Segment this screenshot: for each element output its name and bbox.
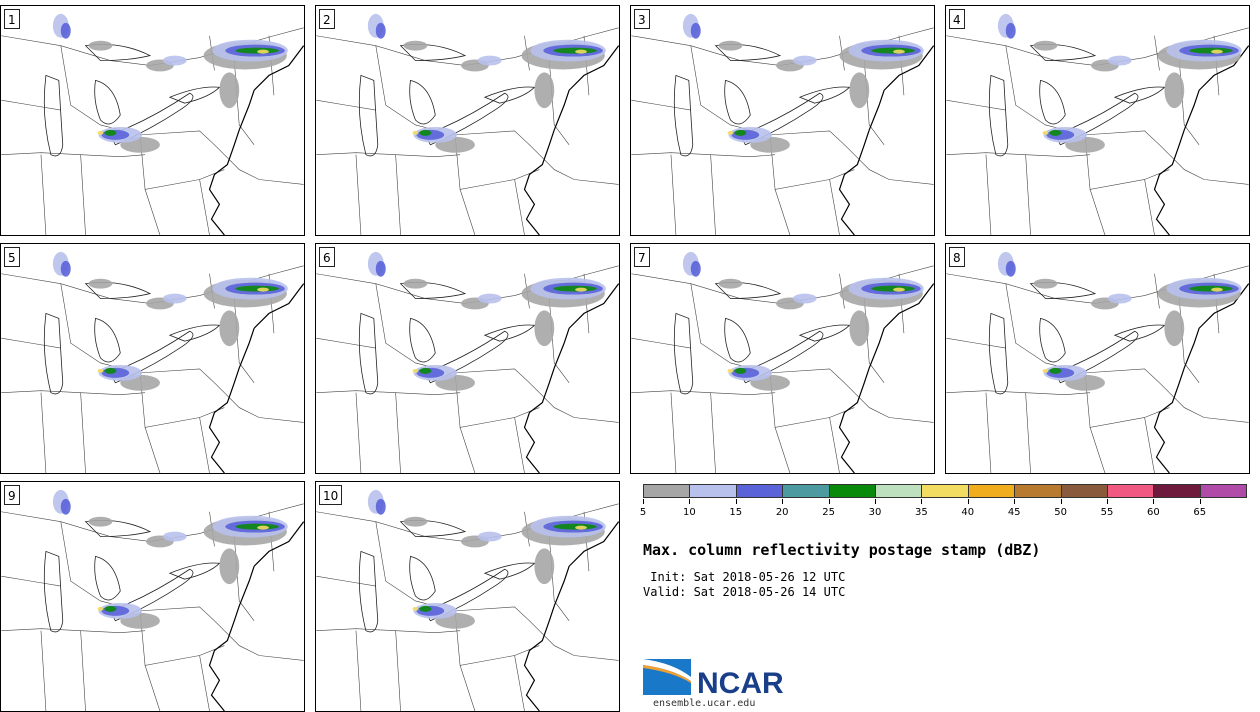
colorbar-tick [1014, 499, 1016, 504]
member-panel-6[interactable]: 6 [315, 243, 620, 474]
colorbar-swatch [643, 484, 691, 498]
colorbar-tick [1199, 499, 1201, 504]
colorbar-tick [1153, 499, 1155, 504]
colorbar-tick [875, 499, 876, 504]
colorbar-tick-label: 65 [1193, 507, 1207, 518]
member-panel-8[interactable]: 8 [945, 243, 1250, 474]
logo-text: NCAR [697, 667, 784, 699]
colorbar-swatch [1060, 484, 1108, 498]
colorbar-tick-label: 10 [683, 507, 696, 518]
basemap [631, 251, 934, 473]
member-panel-7[interactable]: 7 [630, 243, 935, 474]
colorbar-tick-label: 40 [961, 507, 975, 518]
basemap [946, 13, 1249, 235]
colorbar-swatch [921, 484, 969, 498]
colorbar-swatch [689, 484, 737, 498]
colorbar-swatch [828, 484, 876, 498]
colorbar-tick-label: 15 [729, 507, 743, 518]
colorbar-tick-label: 55 [1100, 507, 1114, 518]
colorbar-swatch [735, 484, 784, 498]
colorbar-tick-label: 50 [1054, 507, 1067, 518]
member-number: 2 [319, 9, 335, 29]
member-number: 4 [949, 9, 965, 29]
site-url: ensemble.ucar.edu [653, 698, 756, 709]
colorbar-tick [643, 499, 644, 504]
colorbar-tick [735, 499, 737, 504]
member-panel-1[interactable]: 1 [0, 5, 305, 236]
colorbar-tick [967, 499, 969, 504]
member-number: 6 [319, 247, 335, 267]
colorbar-tick [782, 499, 784, 504]
basemap [1, 489, 304, 711]
colorbar-tick [689, 499, 691, 504]
member-number: 8 [949, 247, 965, 267]
ncar-logo: NCAR [643, 659, 784, 699]
member-number: 1 [4, 9, 20, 29]
member-number: 3 [634, 9, 650, 29]
colorbar-tick-label: 35 [915, 507, 928, 518]
member-number: 7 [634, 247, 650, 267]
basemap [316, 13, 619, 235]
colorbar-swatch [782, 484, 830, 498]
colorbar-swatch [967, 484, 1016, 498]
basemap [316, 251, 619, 473]
member-panel-9[interactable]: 9 [0, 481, 305, 712]
member-panel-5[interactable]: 5 [0, 243, 305, 474]
colorbar-swatch [875, 484, 923, 498]
member-panel-4[interactable]: 4 [945, 5, 1250, 236]
basemap [1, 13, 304, 235]
member-number: 10 [319, 485, 343, 505]
basemap [316, 489, 619, 711]
member-number: 9 [4, 485, 20, 505]
init-time: Init: Sat 2018-05-26 12 UTC [643, 570, 846, 584]
basemap [1, 251, 304, 473]
colorbar-tick [1060, 499, 1062, 504]
colorbar-tick [1107, 499, 1108, 504]
colorbar-tick-label: 60 [1147, 507, 1160, 518]
colorbar-tick-label: 30 [868, 507, 882, 518]
colorbar-tick [828, 499, 830, 504]
colorbar-tick-label: 45 [1007, 507, 1021, 518]
colorbar-swatch [1107, 484, 1155, 498]
colorbar-swatch [1199, 484, 1248, 498]
valid-time: Valid: Sat 2018-05-26 14 UTC [643, 585, 846, 599]
colorbar-tick-label: 5 [639, 507, 647, 518]
colorbar-tick-label: 25 [822, 507, 835, 518]
colorbar-swatch [1153, 484, 1201, 498]
member-panel-3[interactable]: 3 [630, 5, 935, 236]
colorbar-tick-label: 20 [775, 507, 789, 518]
colorbar-tick [921, 499, 923, 504]
chart-title: Max. column reflectivity postage stamp (… [643, 541, 1041, 559]
colorbar-swatch [1014, 484, 1062, 498]
basemap [946, 251, 1249, 473]
member-panel-10[interactable]: 10 [315, 481, 620, 712]
member-number: 5 [4, 247, 20, 267]
member-panel-2[interactable]: 2 [315, 5, 620, 236]
basemap [631, 13, 934, 235]
